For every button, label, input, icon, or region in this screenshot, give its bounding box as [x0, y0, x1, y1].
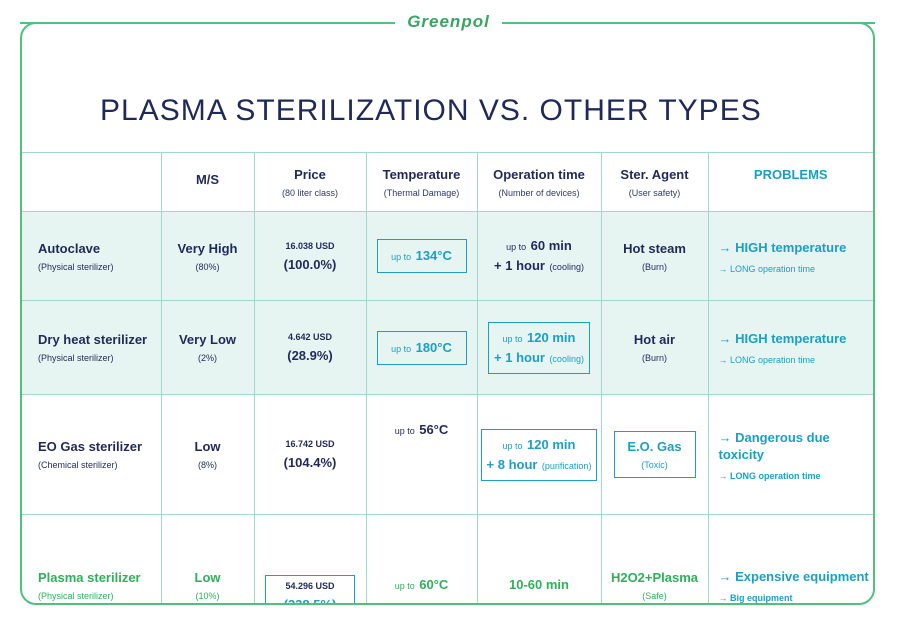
row-name: EO Gas sterilizer (Chemical sterilizer)	[22, 394, 161, 515]
row-agent: H2O2+Plasma (Safe)	[600, 514, 708, 603]
row-name: Plasma sterilizer (Physical sterilizer)	[22, 514, 161, 603]
header-operation: Operation time (Number of devices)	[476, 152, 601, 212]
header-empty	[22, 152, 161, 212]
row-operation: 10-60 min	[476, 514, 601, 603]
row-name: Autoclave (Physical sterilizer)	[22, 211, 161, 301]
row-temperature: up to 56°C	[365, 394, 477, 515]
header-agent: Ster. Agent (User safety)	[600, 152, 708, 212]
row-price: 16.038 USD (100.0%)	[253, 211, 366, 301]
row-operation: up to 120 min + 8 hour (purification)	[476, 394, 601, 515]
header-price: Price (80 liter class)	[253, 152, 366, 212]
table-row: Dry heat sterilizer (Physical sterilizer)…	[22, 300, 873, 395]
row-name: Dry heat sterilizer (Physical sterilizer)	[22, 300, 161, 395]
row-problems: → Dangerous due toxicity → LONG operation…	[707, 394, 873, 515]
row-problems: → Expensive equipment → Big equipment	[707, 514, 873, 603]
row-price: 54.296 USD (338.5%)	[253, 514, 366, 603]
header-temperature: Temperature (Thermal Damage)	[365, 152, 477, 212]
header-problems: PROBLEMS	[707, 152, 873, 212]
row-ms: Low (8%)	[160, 394, 254, 515]
row-agent: Hot air (Burn)	[600, 300, 708, 395]
row-ms: Very High (80%)	[160, 211, 254, 301]
comparison-table: M/S Price (80 liter class) Temperature (Th…	[22, 152, 873, 603]
table-row: Plasma sterilizer (Physical sterilizer) L…	[22, 514, 873, 603]
row-price: 4.642 USD (28.9%)	[253, 300, 366, 395]
row-temperature: up to 180°C	[365, 300, 477, 395]
row-ms: Very Low (2%)	[160, 300, 254, 395]
row-price: 16.742 USD (104.4%)	[253, 394, 366, 515]
table-row: EO Gas sterilizer (Chemical sterilizer) L…	[22, 394, 873, 515]
row-operation: up to 120 min + 1 hour (cooling)	[476, 300, 601, 395]
header-ms: M/S	[160, 152, 254, 212]
row-agent: Hot steam (Burn)	[600, 211, 708, 301]
row-ms: Low (10%)	[160, 514, 254, 603]
brand-logo: Greenpol	[0, 11, 897, 34]
row-temperature: up to 134°C	[365, 211, 477, 301]
row-operation: up to 60 min + 1 hour (cooling)	[476, 211, 601, 301]
table-row: Autoclave (Physical sterilizer) Very High…	[22, 211, 873, 301]
header-row: M/S Price (80 liter class) Temperature (Th…	[22, 152, 873, 212]
row-problems: → HIGH temperature → LONG operation time	[707, 300, 873, 395]
row-problems: → HIGH temperature → LONG operation time	[707, 211, 873, 301]
page-title: PLASMA STERILIZATION VS. OTHER TYPES	[100, 94, 762, 127]
table-frame: PLASMA STERILIZATION VS. OTHER TYPES M/S…	[20, 22, 875, 605]
row-temperature: up to 60°C	[365, 514, 477, 603]
row-agent: E.O. Gas (Toxic)	[600, 394, 708, 515]
